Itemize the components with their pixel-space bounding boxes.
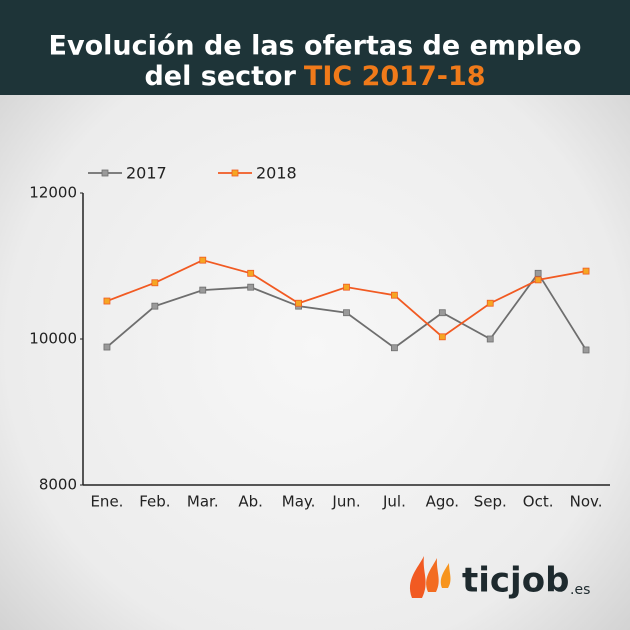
logo-suffix: .es [570, 582, 590, 598]
x-tick-label: Oct. [523, 493, 554, 511]
point-marker [151, 302, 159, 310]
subtitle-text: del sector [144, 61, 296, 92]
point-marker [343, 283, 350, 291]
x-tick-label: Feb. [139, 493, 170, 511]
point-marker [534, 276, 542, 284]
x-tick-label: Ab. [238, 493, 263, 511]
point-marker [295, 299, 302, 307]
header-band [0, 0, 630, 95]
x-tick-label: Jun. [331, 493, 360, 511]
chart-subtitle: del sector TIC 2017-18 [144, 61, 485, 92]
x-tick-label: Mar. [187, 493, 219, 511]
y-tick-label: 12000 [29, 184, 77, 202]
point-marker [247, 283, 255, 291]
legend-marker [101, 169, 109, 177]
logo-flame [440, 563, 451, 588]
point-marker [103, 343, 111, 351]
x-tick-label: Jul. [382, 493, 406, 511]
point-marker [534, 269, 542, 277]
y-tick-label: 10000 [29, 330, 77, 348]
logo-flame [409, 556, 426, 598]
logo-flame [426, 558, 439, 592]
y-tick-label: 8000 [39, 476, 77, 494]
subtitle-highlight: TIC 2017-18 [304, 61, 486, 92]
point-marker [391, 344, 398, 352]
point-marker [582, 267, 590, 275]
legend-marker [231, 169, 239, 177]
chart-title: Evolución de las ofertas de empleo [49, 31, 582, 62]
logo: ticjob .es [409, 556, 590, 601]
point-marker [103, 297, 111, 305]
x-tick-label: Nov. [570, 493, 603, 511]
point-marker [582, 346, 590, 354]
point-marker [247, 269, 255, 277]
point-marker [438, 333, 446, 341]
point-marker [151, 279, 159, 287]
point-marker [199, 256, 207, 264]
logo-text: ticjob [462, 561, 569, 601]
point-marker [391, 291, 398, 299]
point-marker [438, 309, 446, 317]
x-tick-label: Sep. [474, 493, 507, 511]
point-marker [343, 309, 350, 317]
x-tick-label: Ene. [90, 493, 123, 511]
point-marker [486, 299, 494, 307]
x-tick-label: May. [282, 493, 316, 511]
legend-label: 2018 [256, 164, 297, 183]
x-tick-label: Ago. [426, 493, 459, 511]
point-marker [199, 286, 207, 294]
point-marker [486, 335, 494, 343]
legend-label: 2017 [126, 164, 167, 183]
